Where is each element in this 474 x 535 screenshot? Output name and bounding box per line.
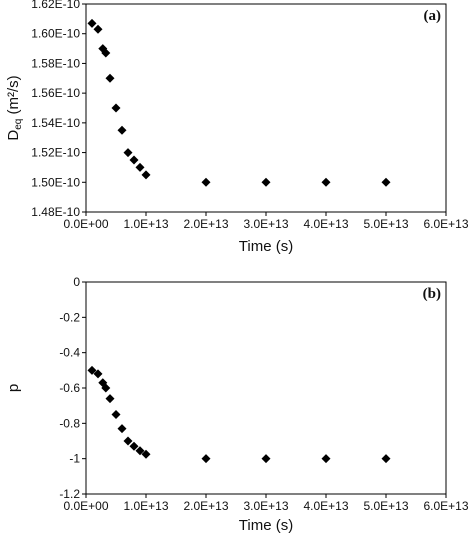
- panel-a-data-point: [141, 170, 151, 180]
- panel-a-data-point: [105, 73, 115, 83]
- panel-b-y-axis: -1.2 -1 -0.8 -0.6 -0.4 -0.2 0: [59, 275, 86, 501]
- panel-a-label: (a): [424, 8, 442, 24]
- panel-b-y-tick-label: -0.2: [59, 310, 80, 324]
- panel-b-series: [87, 365, 391, 464]
- panel-b-label: (b): [423, 286, 441, 302]
- panel-b-data-point: [87, 365, 97, 375]
- panel-a-y-tick-label: 1.54E-10: [31, 116, 80, 130]
- panel-b-y-tick-label: 0: [73, 275, 80, 289]
- panel-b-x-axis-label: Time (s): [239, 517, 293, 534]
- panel-a-y-tick-label: 1.60E-10: [31, 27, 80, 41]
- panel-b-y-axis-label: p: [5, 384, 22, 392]
- panel-a-y-tick-label: 1.50E-10: [31, 175, 80, 189]
- panel-b-x-tick-label: 2.0E+13: [183, 499, 228, 513]
- panel-b-data-point: [201, 454, 211, 464]
- panel-b-y-tick-label: -1.2: [59, 487, 80, 501]
- panel-a-data-point: [117, 125, 127, 135]
- panel-a-y-tick-label: 1.52E-10: [31, 146, 80, 160]
- panel-a-x-axis-label: Time (s): [239, 238, 293, 255]
- panel-a-y-label-units: (m²/s): [5, 75, 22, 118]
- panel-a-y-axis-label: Deq (m²/s): [5, 75, 24, 140]
- panel-b-y-tick-label: -0.6: [59, 381, 80, 395]
- panel-a-y-tick-label: 1.62E-10: [31, 0, 80, 11]
- panel-b-x-axis: 0.0E+00 1.0E+13 2.0E+13 3.0E+13 4.0E+13 5.0E+…: [63, 494, 469, 513]
- panel-a-y-tick-label: 1.58E-10: [31, 56, 80, 70]
- panel-a-data-point: [87, 18, 97, 28]
- panel-a-data-point: [93, 24, 103, 34]
- panel-a-x-tick-label: 6.0E+13: [423, 217, 468, 231]
- panel-b-data-point: [135, 446, 145, 456]
- panel-a-y-label-main: D: [5, 130, 22, 141]
- panel-a-data-point: [201, 177, 211, 187]
- panel-b-data-point: [117, 424, 127, 434]
- panel-a-data-point: [261, 177, 271, 187]
- panel-a-x-tick-label: 2.0E+13: [183, 217, 228, 231]
- panel-b-data-point: [111, 410, 121, 419]
- panel-a-data-point: [111, 103, 121, 113]
- panel-a-data-point: [129, 155, 139, 165]
- panel-a-x-tick-label: 3.0E+13: [243, 217, 288, 231]
- panel-b-x-tick-label: 1.0E+13: [123, 499, 168, 513]
- panel-b-x-tick-label: 4.0E+13: [303, 499, 348, 513]
- panel-a-data-point: [135, 162, 145, 172]
- panel-b-data-point: [105, 394, 115, 404]
- panel-b-x-tick-label: 6.0E+13: [423, 499, 468, 513]
- panel-b-data-point: [381, 454, 391, 464]
- panel-b-y-tick-label: -1: [69, 452, 80, 466]
- panel-b-x-tick-label: 5.0E+13: [363, 499, 408, 513]
- panel-a-data-point: [381, 177, 391, 187]
- panel-b-y-tick-label: -0.4: [59, 346, 80, 360]
- panel-b-data-point: [101, 383, 111, 393]
- panel-a-x-tick-label: 5.0E+13: [363, 217, 408, 231]
- panel-a-data-point: [101, 48, 111, 58]
- panel-b-data-point: [123, 436, 133, 446]
- panel-a-y-label-sub: eq: [13, 119, 24, 130]
- panel-b-x-tick-label: 3.0E+13: [243, 499, 288, 513]
- panel-b-y-tick-label: -0.8: [59, 416, 80, 430]
- panel-a-x-tick-label: 0.0E+00: [63, 217, 108, 231]
- panel-a-series: [87, 18, 391, 187]
- panel-a-y-tick-label: 1.56E-10: [31, 86, 80, 100]
- panel-a-y-tick-label: 1.48E-10: [31, 205, 80, 219]
- panel-b-data-point: [321, 454, 331, 464]
- panel-a-data-point: [123, 148, 133, 158]
- panel-a-y-axis: 1.48E-10 1.50E-10 1.52E-10 1.54E-10 1.56E-10…: [31, 0, 86, 219]
- panel-b-data-point: [261, 454, 271, 464]
- panel-a-chart: 0.0E+00 1.0E+13 2.0E+13 3.0E+13 4.0E+13 5.0E+…: [5, 0, 469, 255]
- panel-b-data-point: [129, 441, 139, 451]
- panel-a-x-tick-label: 1.0E+13: [123, 217, 168, 231]
- panel-b-x-tick-label: 0.0E+00: [63, 499, 108, 513]
- panel-b-data-point: [93, 369, 103, 379]
- panel-b-data-point: [141, 449, 151, 459]
- panel-a-data-point: [321, 177, 331, 187]
- panel-b-chart: 0.0E+00 1.0E+13 2.0E+13 3.0E+13 4.0E+13 5.0E+…: [5, 275, 469, 534]
- panel-a-x-tick-label: 4.0E+13: [303, 217, 348, 231]
- panel-a-x-axis: 0.0E+00 1.0E+13 2.0E+13 3.0E+13 4.0E+13 5.0E+…: [63, 212, 469, 231]
